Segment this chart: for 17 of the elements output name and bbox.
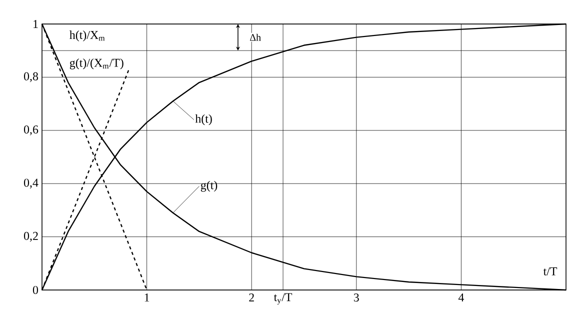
annotation: Δh bbox=[250, 34, 261, 41]
x-tick-label: 1 bbox=[144, 294, 150, 302]
text: g(t) bbox=[200, 180, 218, 192]
y-tick-label: 0,8 bbox=[24, 72, 38, 82]
x-tick-label: 3 bbox=[354, 294, 359, 302]
y-tick-label: 0,2 bbox=[24, 232, 38, 242]
y-tick-label: 0,4 bbox=[24, 178, 38, 188]
annotation: h(t)/X$_{m}$ bbox=[70, 30, 105, 42]
y-tick-label: 1 bbox=[34, 20, 38, 28]
series-label: h(t) bbox=[195, 114, 212, 126]
ref-line-label: t$_{y}$/T bbox=[274, 293, 292, 305]
y-tick-label: 0 bbox=[32, 286, 38, 294]
x-axis-title: t/T bbox=[543, 267, 558, 276]
x-tick-label: 2 bbox=[249, 294, 254, 302]
annotation: g(t)/(X$_{m}$/T) bbox=[70, 58, 124, 70]
y-tick-label: 0,6 bbox=[24, 126, 38, 136]
x-tick-label: 4 bbox=[458, 294, 464, 302]
